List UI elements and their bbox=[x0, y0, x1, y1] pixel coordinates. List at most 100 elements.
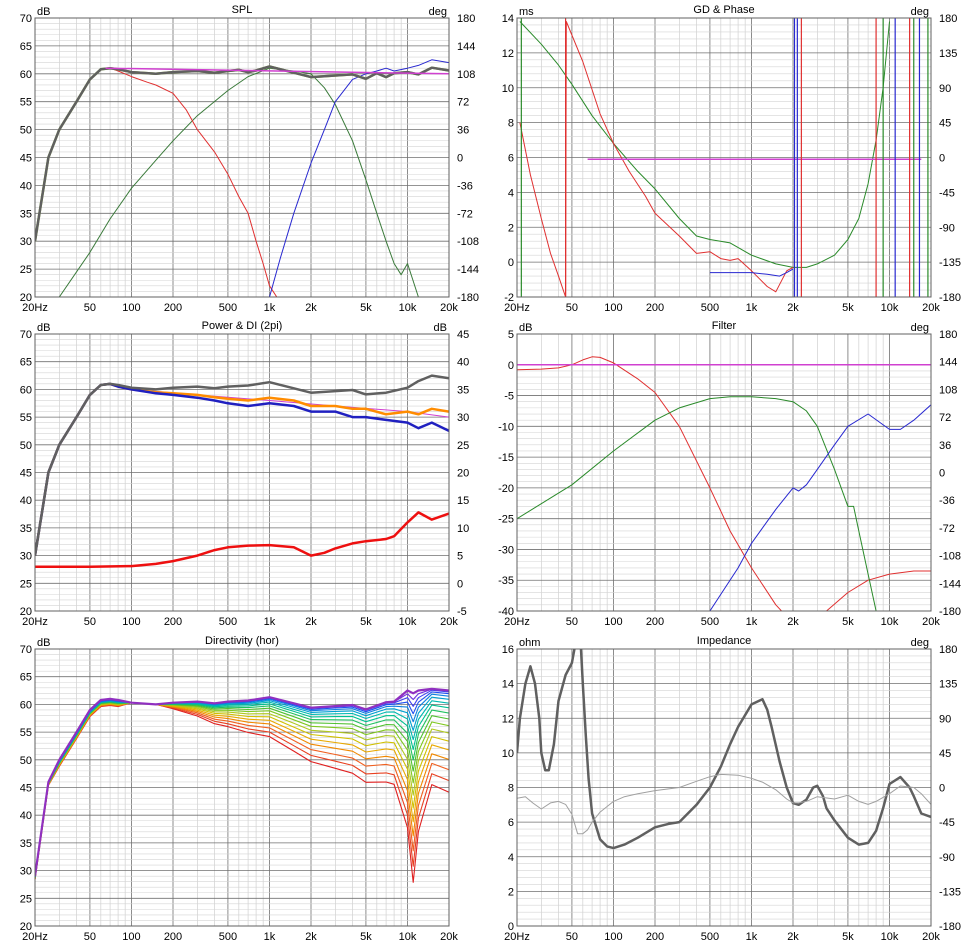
x-tick-label: 1k bbox=[264, 931, 276, 943]
y-tick-label-right: -36 bbox=[939, 495, 955, 507]
y-tick-label-right: 45 bbox=[939, 748, 951, 760]
y-tick-label-left: 60 bbox=[20, 699, 32, 711]
y-axis-label-right: deg bbox=[911, 637, 929, 649]
y-tick-label-right: 108 bbox=[457, 69, 475, 81]
y-tick-label-right: -180 bbox=[939, 606, 961, 618]
y-tick-label-left-top: 5 bbox=[508, 329, 514, 341]
x-tick-label: 2k bbox=[787, 302, 799, 314]
x-tick-label: 50 bbox=[84, 931, 96, 943]
x-tick-label: 20k bbox=[922, 302, 940, 314]
x-tick-label: 20k bbox=[440, 302, 458, 314]
y-tick-label-left: 25 bbox=[20, 578, 32, 590]
x-tick-label: 50 bbox=[84, 616, 96, 628]
y-tick-label-left: -30 bbox=[498, 544, 514, 556]
y-tick-label-left: 45 bbox=[20, 153, 32, 165]
y-tick-label-left: 55 bbox=[20, 727, 32, 739]
series-line-1 bbox=[826, 570, 931, 611]
series-line-1 bbox=[519, 21, 794, 297]
y-tick-label-left: 55 bbox=[20, 97, 32, 109]
plot-series bbox=[35, 374, 449, 568]
y-tick-label-left: 4 bbox=[508, 852, 514, 864]
x-tick-label: 2k bbox=[305, 302, 317, 314]
x-tick-label: 10k bbox=[881, 616, 899, 628]
series-line-3 bbox=[709, 404, 931, 611]
x-tick-label: 50 bbox=[566, 931, 578, 943]
x-tick-label: 500 bbox=[701, 616, 719, 628]
chart-title: Power & DI (2pi) bbox=[202, 320, 283, 332]
y-axis-label-right: dB bbox=[434, 322, 447, 334]
y-tick-label-left: 12 bbox=[502, 48, 514, 60]
x-tick-label: 5k bbox=[842, 616, 854, 628]
y-tick-label-left: -35 bbox=[498, 575, 514, 587]
y-tick-label-right: -135 bbox=[939, 257, 961, 269]
y-tick-label-right: 25 bbox=[457, 440, 469, 452]
plot-frame bbox=[516, 333, 932, 612]
x-tick-label: 2k bbox=[787, 616, 799, 628]
chart-spl: SPL dB deg 20 25 30 35 40 45 50 55 60 65 70 -180 -144 -1… bbox=[20, 4, 479, 314]
y-tick-label-left: -25 bbox=[498, 514, 514, 526]
x-tick-label: 20Hz bbox=[504, 616, 530, 628]
y-tick-label-left: 20 bbox=[20, 292, 32, 304]
x-tick-label: 500 bbox=[219, 931, 237, 943]
y-tick-label-right: -108 bbox=[457, 236, 479, 248]
y-tick-label-left: 20 bbox=[20, 606, 32, 618]
x-tick-label: 5k bbox=[842, 931, 854, 943]
chart-title: Impedance bbox=[697, 635, 751, 647]
y-tick-label-right: 36 bbox=[939, 440, 951, 452]
plot-frame bbox=[516, 17, 932, 298]
y-tick-label-right: 0 bbox=[457, 153, 463, 165]
y-tick-label-right: -144 bbox=[457, 264, 479, 276]
x-tick-label: 20k bbox=[922, 616, 940, 628]
y-tick-label-right: -135 bbox=[939, 886, 961, 898]
y-tick-label-left: 40 bbox=[20, 180, 32, 192]
y-tick-label-right: 90 bbox=[939, 83, 951, 95]
chart-title: Directivity (hor) bbox=[205, 635, 279, 647]
y-tick-label-left: 8 bbox=[508, 118, 514, 130]
y-tick-label-left: -20 bbox=[498, 483, 514, 495]
x-tick-label: 200 bbox=[164, 931, 182, 943]
y-tick-label-right: -72 bbox=[939, 523, 955, 535]
x-tick-label: 100 bbox=[604, 931, 622, 943]
x-tick-label: 1k bbox=[746, 931, 758, 943]
y-tick-label-left-top: 16 bbox=[502, 644, 514, 656]
y-tick-label-left-top: 14 bbox=[502, 13, 514, 25]
x-tick-label: 2k bbox=[305, 616, 317, 628]
x-tick-label: 100 bbox=[604, 616, 622, 628]
x-tick-label: 50 bbox=[566, 302, 578, 314]
x-tick-label: 20k bbox=[440, 616, 458, 628]
plot-area bbox=[517, 334, 931, 611]
y-tick-label-left: -10 bbox=[498, 421, 514, 433]
y-axis-label-right: deg bbox=[429, 6, 447, 18]
y-tick-label-left: 4 bbox=[508, 187, 514, 199]
chart-power_di: Power & DI (2pi)dB dB20253035404550556065… bbox=[20, 320, 470, 628]
series-line-2 bbox=[709, 268, 794, 277]
y-tick-label-left: 65 bbox=[20, 672, 32, 684]
y-tick-label-left: 25 bbox=[20, 893, 32, 905]
series-line-0 bbox=[519, 21, 890, 268]
plot-series bbox=[517, 356, 931, 611]
x-tick-label: 200 bbox=[164, 616, 182, 628]
y-tick-label-left: 10 bbox=[502, 748, 514, 760]
y-tick-label-right: 144 bbox=[457, 41, 475, 53]
chart-gd_phase: GD & Phase ms deg -2 0 2 4 6 8 10 12 14 -180 -135 -90 -… bbox=[502, 4, 961, 314]
y-tick-label-left: 25 bbox=[20, 264, 32, 276]
y-tick-label-left: -2 bbox=[504, 292, 514, 304]
y-tick-label-left: 20 bbox=[20, 921, 32, 933]
x-tick-label: 20Hz bbox=[504, 302, 530, 314]
y-tick-label-left: 50 bbox=[20, 440, 32, 452]
y-tick-label-left: 50 bbox=[20, 125, 32, 137]
y-tick-label-left: 6 bbox=[508, 817, 514, 829]
y-tick-label-left: 30 bbox=[20, 236, 32, 248]
y-tick-label-left: 35 bbox=[20, 523, 32, 535]
x-tick-label: 500 bbox=[701, 931, 719, 943]
y-tick-label-left: 14 bbox=[502, 679, 514, 691]
series-line-5 bbox=[105, 67, 449, 75]
x-tick-label: 5k bbox=[360, 302, 372, 314]
x-tick-label: 20Hz bbox=[22, 302, 48, 314]
x-tick-label: 500 bbox=[219, 616, 237, 628]
x-tick-label: 100 bbox=[604, 302, 622, 314]
y-tick-label-right: 40 bbox=[457, 357, 469, 369]
x-tick-label: 100 bbox=[122, 931, 140, 943]
x-tick-label: 5k bbox=[360, 931, 372, 943]
